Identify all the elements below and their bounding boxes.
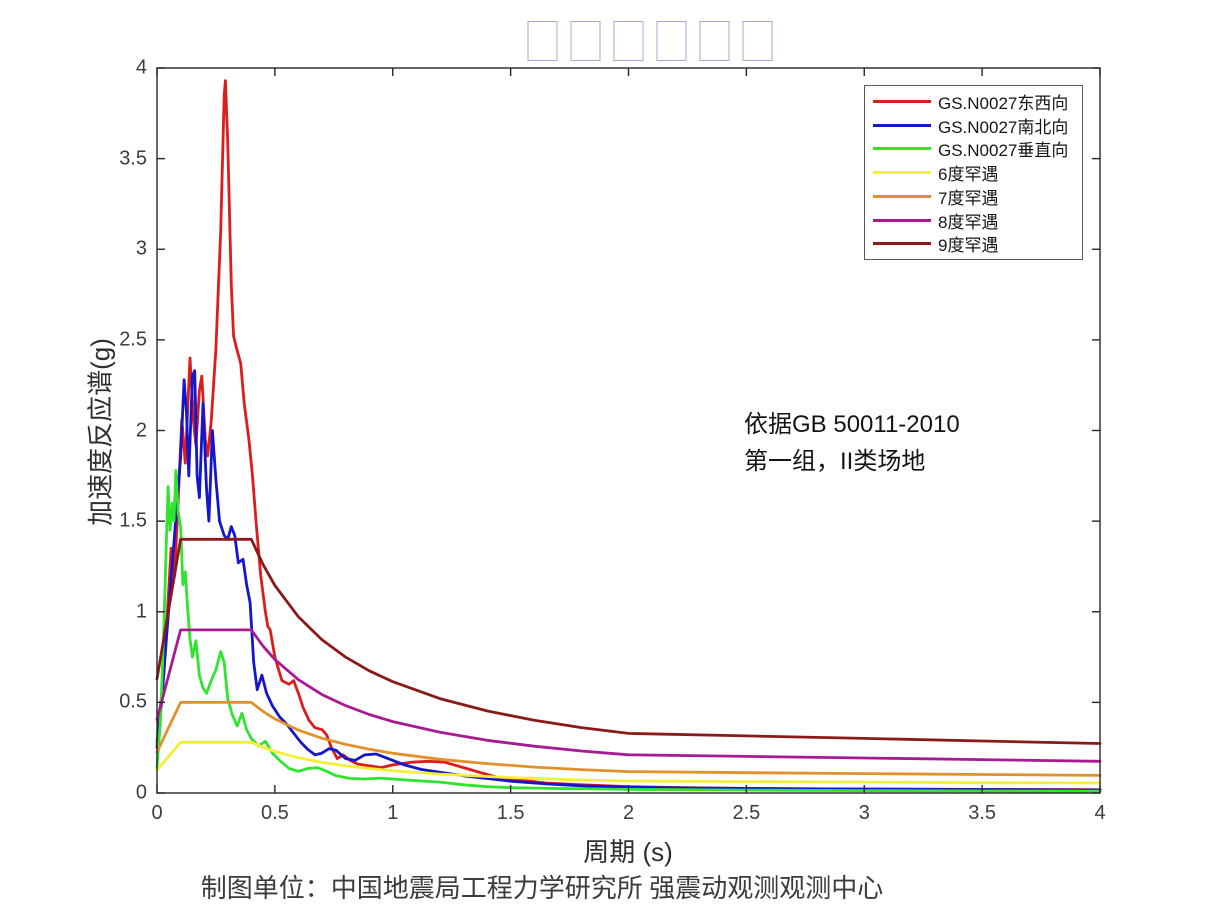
- x-tick-label: 3.5: [968, 802, 997, 824]
- legend: GS.N0027东西向 GS.N0027南北向 GS.N0027垂直向 6度罕遇 7度罕…: [864, 85, 1083, 260]
- x-tick-label: 2: [622, 802, 635, 824]
- source-caption: 制图单位：中国地震局工程力学研究所 强震动观测观测中心: [200, 874, 884, 903]
- x-tick-label: 2.5: [732, 802, 761, 824]
- legend-label: GS.N0027垂直向: [938, 141, 1069, 161]
- code-reference-annotation: 依据GB 50011-2010 第一组，II类场地: [744, 406, 960, 480]
- annotation-line-2: 第一组，II类场地: [744, 448, 926, 475]
- series-line-6: [155, 537, 1102, 745]
- annotation-line-1: 依据GB 50011-2010: [744, 411, 960, 438]
- y-tick-label: 2.5: [119, 328, 147, 351]
- y-tick-label: 0: [135, 781, 147, 804]
- legend-label: 9度罕遇: [938, 236, 999, 256]
- y-tick-label: 3.5: [119, 147, 147, 170]
- series-line-4: [155, 701, 1102, 777]
- title-tofu-box: [613, 21, 644, 61]
- legend-item: 8度罕遇: [865, 209, 1082, 232]
- series-line-0: [155, 79, 1102, 791]
- legend-item: 6度罕遇: [865, 161, 1082, 184]
- title-tofu-box: [742, 21, 773, 61]
- y-tick-label: 3: [135, 237, 147, 260]
- legend-label: 6度罕遇: [938, 165, 999, 184]
- legend-item: GS.N0027垂直向: [865, 137, 1082, 160]
- y-tick-label: 2: [135, 419, 147, 441]
- legend-label: GS.N0027南北向: [938, 117, 1069, 137]
- legend-line-swatch: [873, 171, 931, 174]
- x-tick-label: 0: [151, 802, 163, 824]
- series-line-3: [155, 740, 1102, 785]
- x-tick-label: 4: [1094, 802, 1106, 824]
- x-tick-label: 0.5: [260, 802, 289, 824]
- x-tick-label: 1.5: [496, 802, 525, 824]
- legend-line-swatch: [873, 242, 931, 246]
- x-axis-label: 周期 (s): [583, 837, 673, 867]
- y-tick-label: 4: [135, 56, 147, 79]
- series-line-2: [155, 468, 1102, 793]
- legend-line-swatch: [873, 123, 931, 127]
- series-line-5: [155, 628, 1102, 763]
- x-tick-label: 1: [387, 802, 399, 824]
- legend-line-swatch: [873, 194, 931, 198]
- legend-line-swatch: [873, 99, 931, 103]
- legend-item: 9度罕遇: [865, 232, 1082, 255]
- legend-label: 8度罕遇: [938, 212, 999, 232]
- chart-title-missing-glyph-boxes: [527, 21, 773, 61]
- legend-line-swatch: [873, 147, 931, 151]
- legend-line-swatch: [873, 218, 931, 222]
- y-tick-label: 0.5: [119, 690, 147, 713]
- legend-item: 7度罕遇: [865, 185, 1082, 208]
- legend-item: GS.N0027南北向: [865, 114, 1082, 137]
- y-tick-label: 1.5: [119, 509, 147, 532]
- legend-item: GS.N0027东西向: [865, 90, 1082, 113]
- legend-label: 7度罕遇: [938, 188, 999, 208]
- title-tofu-box: [656, 21, 687, 61]
- title-tofu-box: [699, 21, 730, 61]
- title-tofu-box: [527, 21, 558, 61]
- title-tofu-box: [570, 21, 601, 61]
- y-tick-label: 1: [135, 600, 147, 623]
- y-axis-label: 加速度反应谱(g): [85, 338, 116, 526]
- x-tick-label: 3: [858, 802, 870, 824]
- legend-label: GS.N0027东西向: [938, 93, 1069, 113]
